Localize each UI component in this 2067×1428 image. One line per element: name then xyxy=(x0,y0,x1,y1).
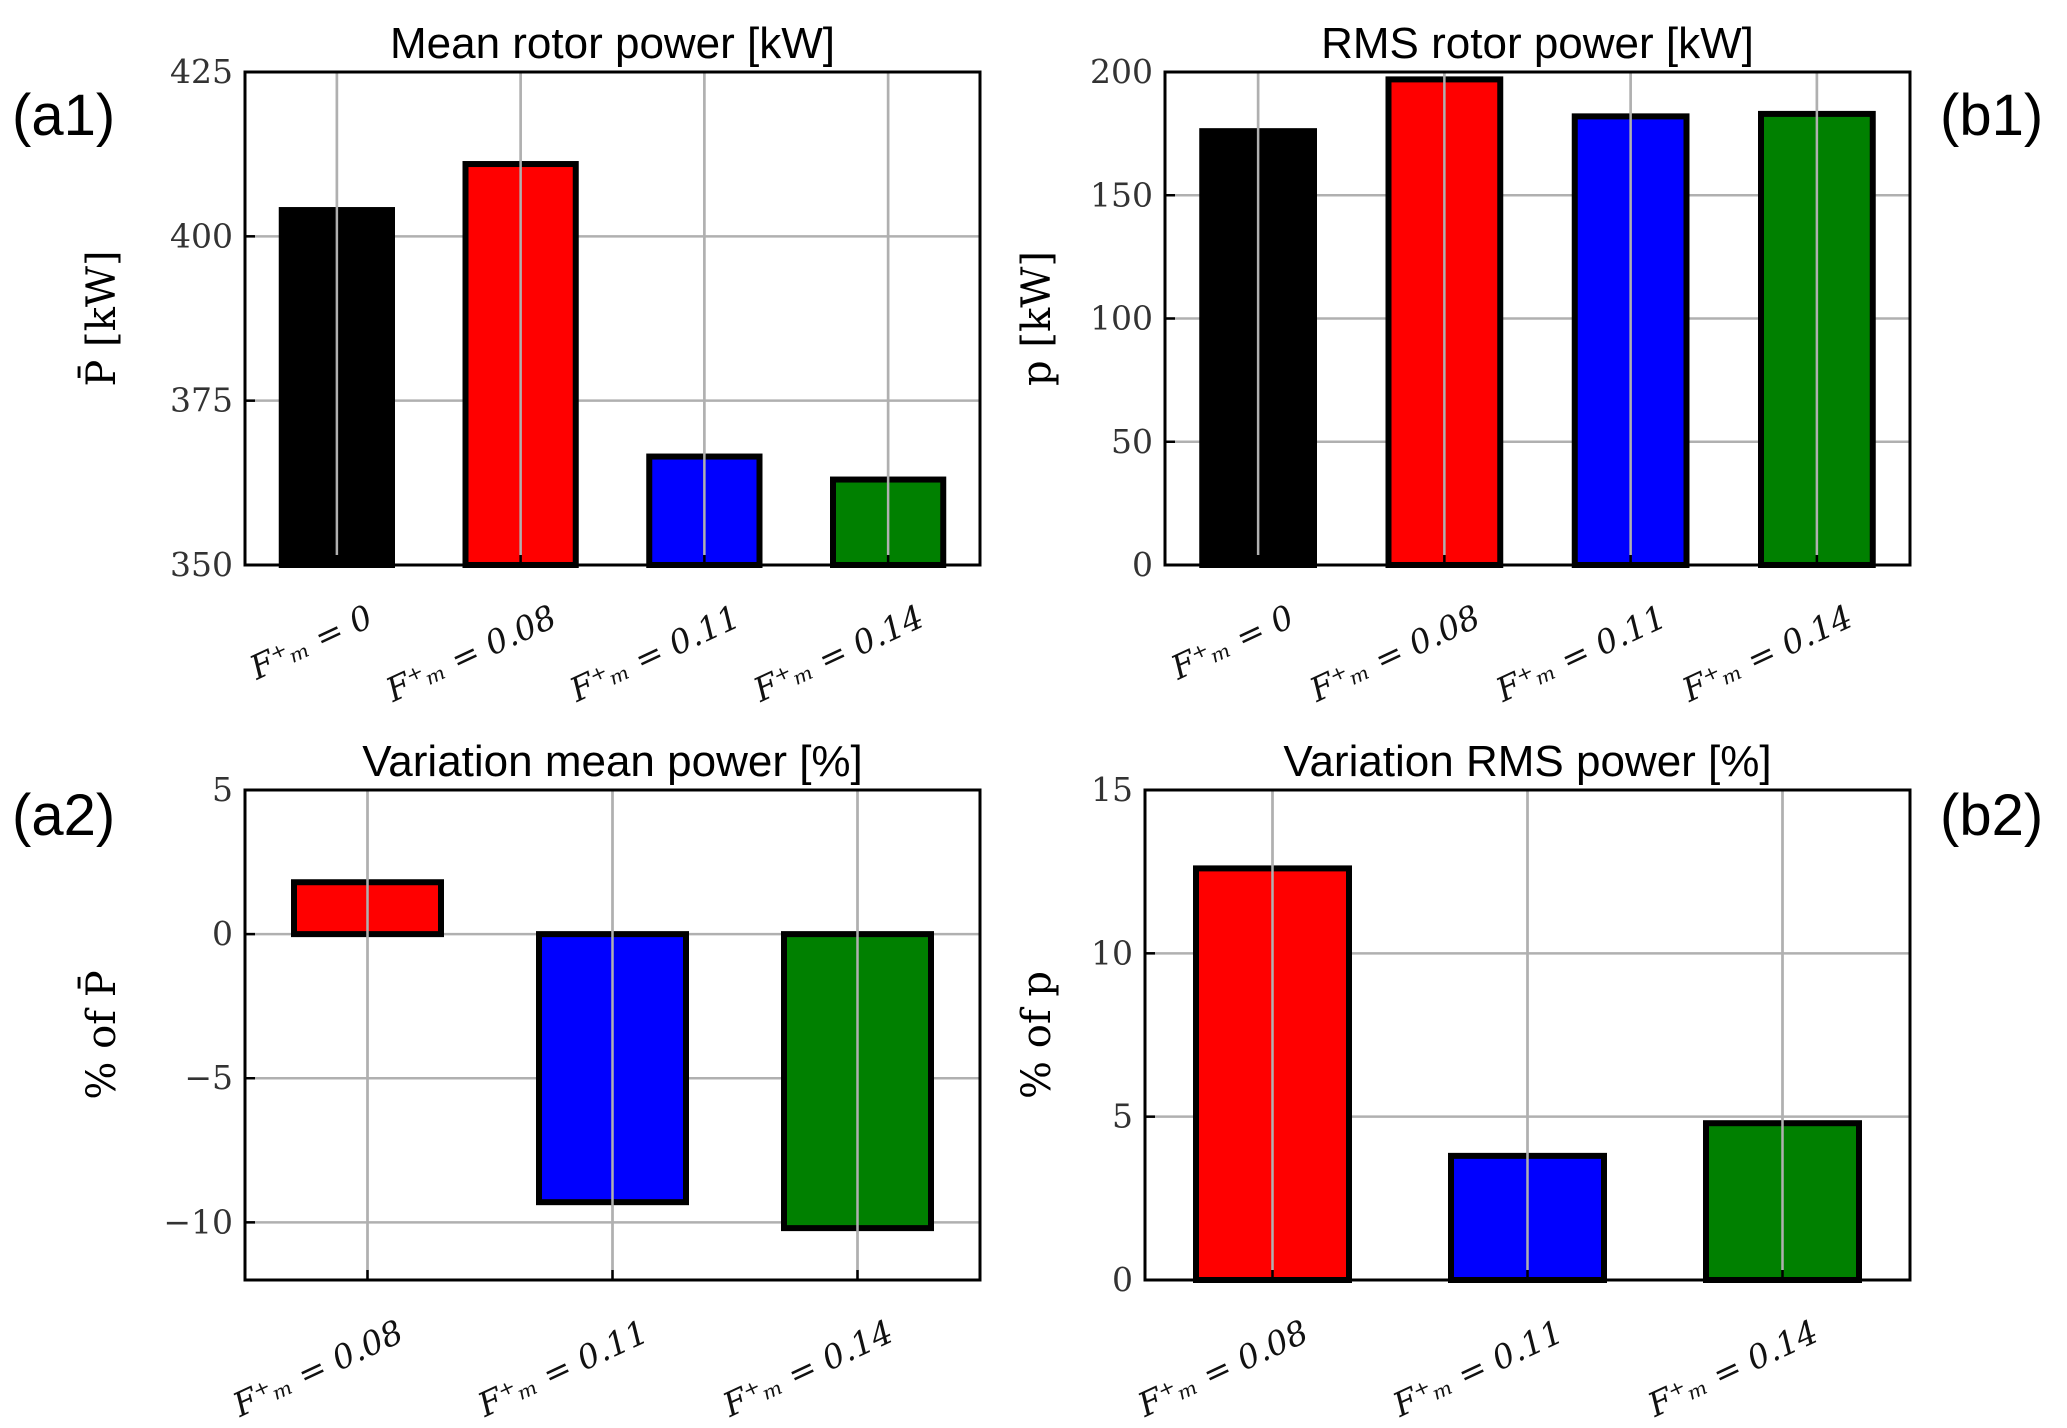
x-tick-label: F⁺ₘ = 0.11 xyxy=(471,1312,654,1425)
y-tick-label: 200 xyxy=(1090,52,1153,91)
y-tick-label: 100 xyxy=(1090,299,1153,338)
y-tick-label: 0 xyxy=(212,914,233,953)
y-tick-label: 15 xyxy=(1091,770,1133,809)
x-tick-label: F⁺ₘ = 0.14 xyxy=(1675,597,1858,710)
y-tick-label: 425 xyxy=(170,52,233,91)
y-tick-label: 0 xyxy=(1112,1260,1133,1299)
y-axis-label: p [kW] xyxy=(1014,251,1060,386)
y-tick-label: 0 xyxy=(1132,545,1153,584)
x-tick-label: F⁺ₘ = 0.14 xyxy=(1641,1312,1824,1425)
plot-frame xyxy=(243,70,982,567)
y-tick-label: −10 xyxy=(163,1202,233,1241)
panel-label: (a1) xyxy=(12,83,115,148)
plot-frame xyxy=(243,788,982,1282)
x-tick-label: F⁺ₘ = 0.14 xyxy=(716,1312,899,1425)
y-tick-label: 5 xyxy=(1112,1097,1133,1136)
plot-frame xyxy=(1143,788,1912,1282)
y-tick-label: 10 xyxy=(1091,933,1133,972)
y-tick-label: 150 xyxy=(1090,175,1153,214)
chart-title: Mean rotor power [kW] xyxy=(390,19,835,68)
y-axis-label: % of P̄ xyxy=(78,970,125,1099)
chart-mean-rotor-power: (a1) Mean rotor power [kW] P̄ [kW] 350 375 40… xyxy=(12,19,982,710)
panel-label: (b1) xyxy=(1940,83,2043,148)
y-axis-label: P̄ [kW] xyxy=(78,250,125,386)
x-tick-label: F⁺ₘ = 0.08 xyxy=(226,1312,409,1425)
x-tick-label: F⁺ₘ = 0.08 xyxy=(1303,597,1486,710)
chart-title: Variation RMS power [%] xyxy=(1283,737,1771,786)
y-tick-label: −5 xyxy=(184,1058,233,1097)
x-tick-label: F⁺ₘ = 0.11 xyxy=(1489,597,1672,710)
chart-variation-mean-power: (a2) Variation mean power [%] % of P̄ −10 −5… xyxy=(12,737,982,1425)
chart-rms-rotor-power: (b1) RMS rotor power [kW] p [kW] 0 50 100 150 2… xyxy=(1014,19,2043,710)
panel-label: (a2) xyxy=(12,783,115,848)
panel-label: (b2) xyxy=(1940,783,2043,848)
x-tick-label: F⁺ₘ = 0.11 xyxy=(1386,1312,1569,1425)
chart-variation-rms-power: (b2) Variation RMS power [%] % of p 0 5 10 15 F… xyxy=(1014,737,2043,1425)
chart-title: RMS rotor power [kW] xyxy=(1321,19,1754,68)
x-tick-label: F⁺ₘ = 0.08 xyxy=(1131,1312,1314,1425)
plot-frame xyxy=(1163,70,1912,567)
x-tick-label: F⁺ₘ = 0.11 xyxy=(563,597,746,710)
x-tick-label: F⁺ₘ = 0 xyxy=(243,597,378,688)
y-tick-label: 350 xyxy=(170,545,233,584)
y-tick-label: 5 xyxy=(212,770,233,809)
y-tick-label: 400 xyxy=(170,216,233,255)
y-axis-label: % of p xyxy=(1014,971,1060,1099)
y-tick-label: 375 xyxy=(170,381,233,420)
y-tick-label: 50 xyxy=(1111,422,1153,461)
x-tick-label: F⁺ₘ = 0.14 xyxy=(747,597,930,710)
chart-title: Variation mean power [%] xyxy=(362,737,863,786)
x-tick-label: F⁺ₘ = 0.08 xyxy=(379,597,562,710)
x-tick-label: F⁺ₘ = 0 xyxy=(1164,597,1299,688)
